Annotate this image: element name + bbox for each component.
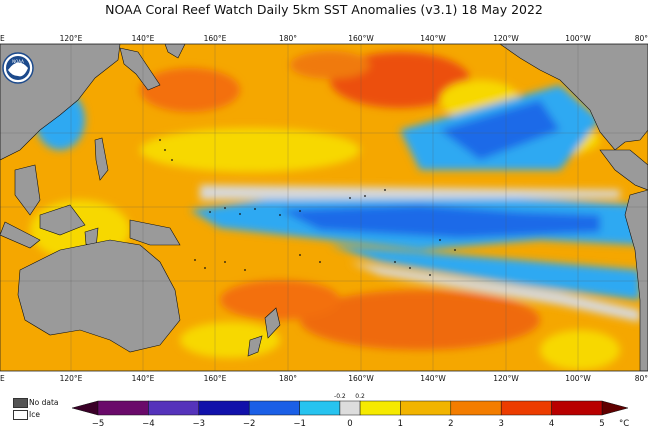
land-sumatra <box>0 221 41 249</box>
colorbar-min-arrow <box>71 400 99 416</box>
land-borneo <box>39 204 86 236</box>
top-lon-label: 140°W <box>420 34 446 43</box>
land-north-america <box>499 44 648 151</box>
colorbar-tick-label: −1 <box>293 419 306 429</box>
colorbar-tick-label: 0 <box>347 419 353 429</box>
noaa-logo-gull <box>8 62 28 77</box>
colorbar <box>71 400 629 416</box>
bottom-lon-label: E <box>0 374 5 383</box>
top-lon-label: E <box>0 34 5 43</box>
bottom-lon-label: 160°E <box>203 374 227 383</box>
ice-swatch <box>13 410 28 420</box>
ice-label: Ice <box>29 410 40 419</box>
colorbar-unit: °C <box>619 419 630 429</box>
top-lon-label: 120°E <box>59 34 83 43</box>
colorbar-segment <box>148 400 200 416</box>
colorbar-max-arrow <box>601 400 629 416</box>
colorbar-segment <box>500 400 552 416</box>
colorbar-segment <box>198 400 250 416</box>
colorbar-tick-label: 2 <box>448 419 454 429</box>
colorbar-segment <box>450 400 502 416</box>
colorbar-tick-label: 1 <box>397 419 404 429</box>
colorbar-segment <box>248 400 300 416</box>
land-new-guinea <box>129 219 181 246</box>
colorbar-tick-label: −2 <box>242 419 256 429</box>
colorbar-tick-label: −4 <box>142 419 155 429</box>
bottom-lon-label: 120°E <box>59 374 83 383</box>
top-lon-label: 180° <box>278 34 298 43</box>
island-dots <box>159 139 456 276</box>
land-australia <box>17 239 181 353</box>
top-lon-label: 140°E <box>131 34 155 43</box>
colorbar-segment <box>299 400 341 416</box>
colorbar-small-tick-label: -0.2 <box>334 393 346 400</box>
colorbar-segment <box>339 400 361 416</box>
top-lon-label: 80° <box>634 34 648 43</box>
graticule <box>0 44 648 371</box>
colorbar-tick-label: 4 <box>548 419 555 429</box>
noaa-logo: NOAA <box>2 52 34 84</box>
bottom-lon-label: 180° <box>278 374 298 383</box>
colorbar-segments <box>97 400 603 416</box>
colorbar-small-tick-label: 0.2 <box>355 393 365 400</box>
bottom-lon-label: 80° <box>634 374 648 383</box>
colorbar-tick-label: −5 <box>91 419 105 429</box>
no-data-swatch <box>13 398 28 408</box>
bottom-lon-label: 120°W <box>493 374 519 383</box>
land-indochina <box>14 164 41 216</box>
colorbar-tick-label: −3 <box>192 419 206 429</box>
top-lon-label: 120°W <box>493 34 519 43</box>
top-lon-label: 100°W <box>565 34 591 43</box>
top-lon-label: 160°W <box>348 34 374 43</box>
bottom-lon-label: 140°W <box>420 374 446 383</box>
noaa-logo-text: NOAA <box>12 59 24 64</box>
bottom-lon-label: 160°W <box>348 374 374 383</box>
land-central-america <box>599 149 648 191</box>
colorbar-tick-label: 5 <box>599 419 605 429</box>
land-new-zealand <box>264 307 281 339</box>
land-south-america <box>624 189 648 371</box>
bottom-lon-label: 140°E <box>131 374 155 383</box>
bottom-lon-label: 100°W <box>565 374 591 383</box>
colorbar-segment <box>551 400 603 416</box>
colorbar-segment <box>400 400 452 416</box>
map-title: NOAA Coral Reef Watch Daily 5km SST Anom… <box>105 2 543 17</box>
no-data-label: No data <box>29 398 59 407</box>
warm-anomaly-south-pacific <box>300 290 540 350</box>
colorbar-segment <box>359 400 401 416</box>
colorbar-tick-label: 3 <box>498 419 504 429</box>
colorbar-segment <box>97 400 149 416</box>
land-japan <box>119 47 161 91</box>
top-lon-label: 160°E <box>203 34 227 43</box>
